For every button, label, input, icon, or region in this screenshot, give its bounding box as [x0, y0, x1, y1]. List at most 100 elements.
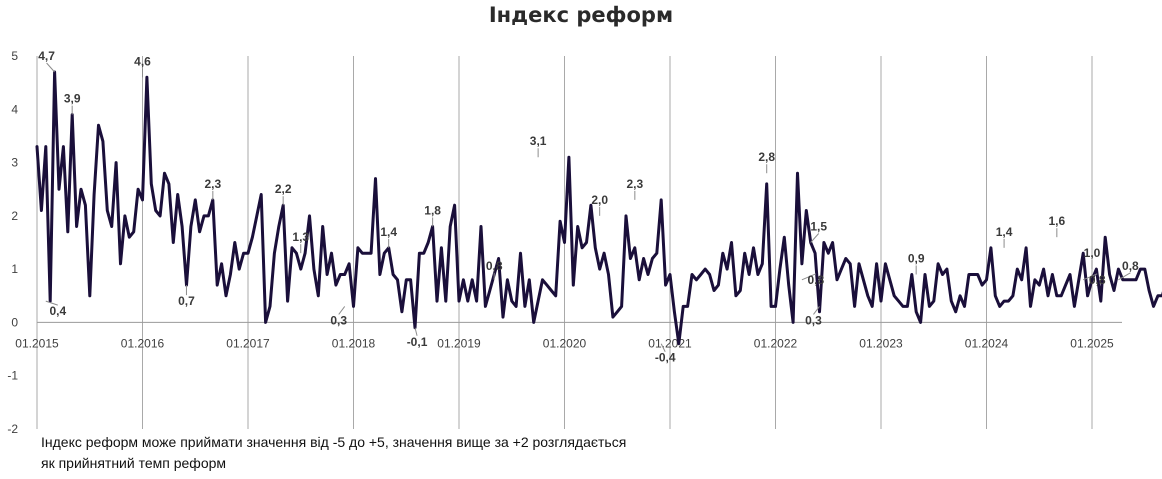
data-point	[1078, 279, 1080, 281]
data-point	[489, 289, 491, 292]
data-point	[471, 279, 473, 281]
data-point	[1126, 279, 1128, 281]
data-point	[643, 257, 645, 260]
data-point	[146, 76, 148, 78]
data-point	[67, 231, 69, 233]
x-tick-label: 01.2021	[648, 336, 692, 350]
data-point	[638, 279, 640, 281]
x-tick-label: 01.2015	[15, 336, 59, 350]
data-point	[862, 279, 865, 281]
data-point	[1047, 295, 1049, 297]
data-point	[247, 252, 249, 254]
data-point	[1109, 273, 1111, 276]
chart-title: Індекс реформ	[488, 3, 674, 27]
data-point	[1060, 295, 1062, 297]
axes: 01.2015 01.2016 01.2017 01.2018 01.2019 01.20…	[7, 49, 1122, 436]
data-point	[612, 316, 614, 318]
data-point	[159, 215, 161, 217]
annotation-label: 0,3	[805, 313, 822, 327]
data-point	[673, 311, 676, 313]
data-point	[577, 225, 579, 228]
data-point	[45, 146, 47, 148]
data-point	[616, 311, 618, 313]
annotation-label: 2,3	[204, 177, 221, 191]
data-point	[339, 273, 341, 276]
data-point	[590, 204, 592, 206]
data-point	[111, 225, 113, 228]
y-tick-label: 0	[11, 315, 18, 329]
data-point	[902, 305, 904, 307]
data-point	[172, 241, 174, 244]
data-point	[713, 289, 715, 292]
data-point	[445, 300, 447, 302]
data-point	[682, 305, 684, 307]
data-point	[410, 279, 412, 281]
data-point	[295, 252, 297, 254]
y-tick-label: 3	[11, 156, 18, 170]
data-point	[893, 295, 895, 297]
data-point	[533, 321, 535, 323]
data-point	[761, 263, 763, 265]
data-point	[669, 273, 671, 276]
data-point	[256, 215, 258, 217]
x-tick-label: 01.2022	[754, 336, 798, 350]
data-point	[515, 305, 517, 307]
annotation-label: -0,1	[407, 335, 428, 349]
data-point	[322, 225, 324, 228]
data-point	[709, 273, 711, 276]
data-point	[137, 188, 139, 190]
data-point	[730, 241, 733, 244]
data-point	[959, 295, 961, 297]
data-point	[1051, 273, 1053, 276]
data-point	[840, 268, 843, 270]
data-point	[221, 263, 223, 265]
annotation-label: 0,8	[1089, 273, 1106, 287]
data-point	[436, 300, 438, 302]
annotation-label: 3,9	[64, 92, 81, 106]
data-point	[563, 241, 566, 244]
data-point	[660, 199, 662, 201]
data-point	[968, 273, 970, 276]
data-point	[269, 305, 271, 307]
annotation-label: 0,4	[49, 304, 66, 318]
annotation-label: 1,4	[380, 225, 397, 239]
data-point	[84, 204, 86, 206]
data-point	[168, 183, 170, 185]
data-point	[867, 295, 869, 297]
data-point	[700, 273, 702, 276]
data-point	[1117, 268, 1119, 270]
data-point	[36, 146, 38, 148]
y-tick-label: 4	[11, 102, 18, 116]
annotation-label: 4,6	[134, 54, 151, 68]
data-point	[920, 321, 922, 323]
data-point	[480, 225, 482, 228]
data-point	[89, 295, 91, 297]
data-point	[308, 215, 311, 217]
data-point	[287, 300, 289, 302]
annotation-label: 1,0	[1084, 246, 1101, 260]
data-point	[546, 284, 548, 286]
annotation-label: -0,4	[655, 351, 676, 365]
data-point	[827, 252, 829, 254]
annotation-leader	[810, 233, 820, 243]
data-point	[599, 268, 601, 270]
data-point	[770, 305, 772, 307]
x-tick-label: 01.2019	[437, 336, 481, 350]
data-point	[687, 305, 689, 307]
data-point	[405, 279, 407, 281]
data-point	[243, 252, 245, 254]
data-point	[854, 305, 856, 307]
x-tick-label: 01.2018	[332, 336, 376, 350]
data-point	[1021, 279, 1023, 281]
data-point	[735, 295, 737, 297]
data-point	[190, 225, 192, 228]
data-point	[946, 268, 948, 270]
data-point	[651, 257, 654, 260]
annotation-leader	[45, 300, 58, 306]
data-point	[366, 252, 368, 254]
data-point	[484, 305, 486, 307]
data-point	[555, 295, 557, 297]
data-point	[537, 300, 539, 302]
data-point	[119, 263, 122, 265]
data-point	[1087, 295, 1089, 297]
